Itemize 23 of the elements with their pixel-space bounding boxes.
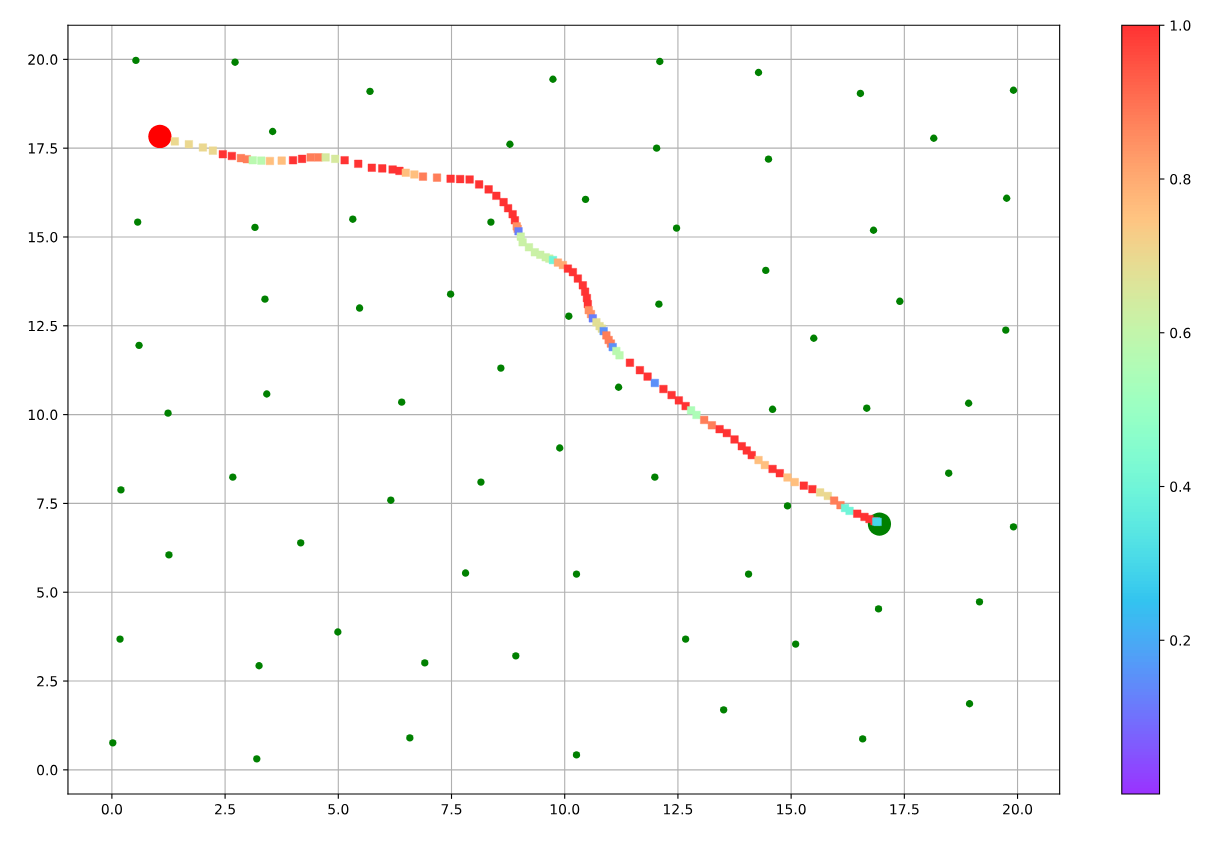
color-bar-label: 0.4 [1170, 481, 1191, 492]
y-tick-label: 15.0 [28, 231, 58, 243]
y-tick-label: 17.5 [28, 143, 58, 154]
x-tick-label: 15.0 [777, 803, 806, 815]
x-tick-label: 7.5 [441, 804, 462, 815]
y-tick-label: 2.5 [37, 676, 58, 687]
color-bar-label: 0.8 [1170, 173, 1191, 185]
y-tick-label: 10.0 [28, 409, 58, 421]
x-tick-label: 10.0 [550, 803, 580, 815]
x-tick-label: 12.5 [663, 803, 693, 815]
color-bar-label: 0.2 [1170, 635, 1190, 646]
color-bar-label: 1.0 [1170, 20, 1191, 31]
x-tick-label: 2.5 [215, 803, 235, 815]
y-tick-label: 5.0 [37, 587, 58, 598]
x-tick-label: 20.0 [1003, 803, 1033, 815]
color-bar-label: 0.6 [1170, 327, 1191, 339]
x-tick-label: 17.5 [890, 804, 919, 815]
x-tick-label: 5.0 [328, 803, 349, 815]
y-tick-label: 12.5 [28, 320, 58, 332]
y-tick-label: 7.5 [37, 498, 58, 509]
y-tick-label: 20.0 [28, 54, 58, 65]
y-tick-label: 0.0 [37, 764, 58, 776]
x-tick-label: 0.0 [101, 803, 123, 815]
